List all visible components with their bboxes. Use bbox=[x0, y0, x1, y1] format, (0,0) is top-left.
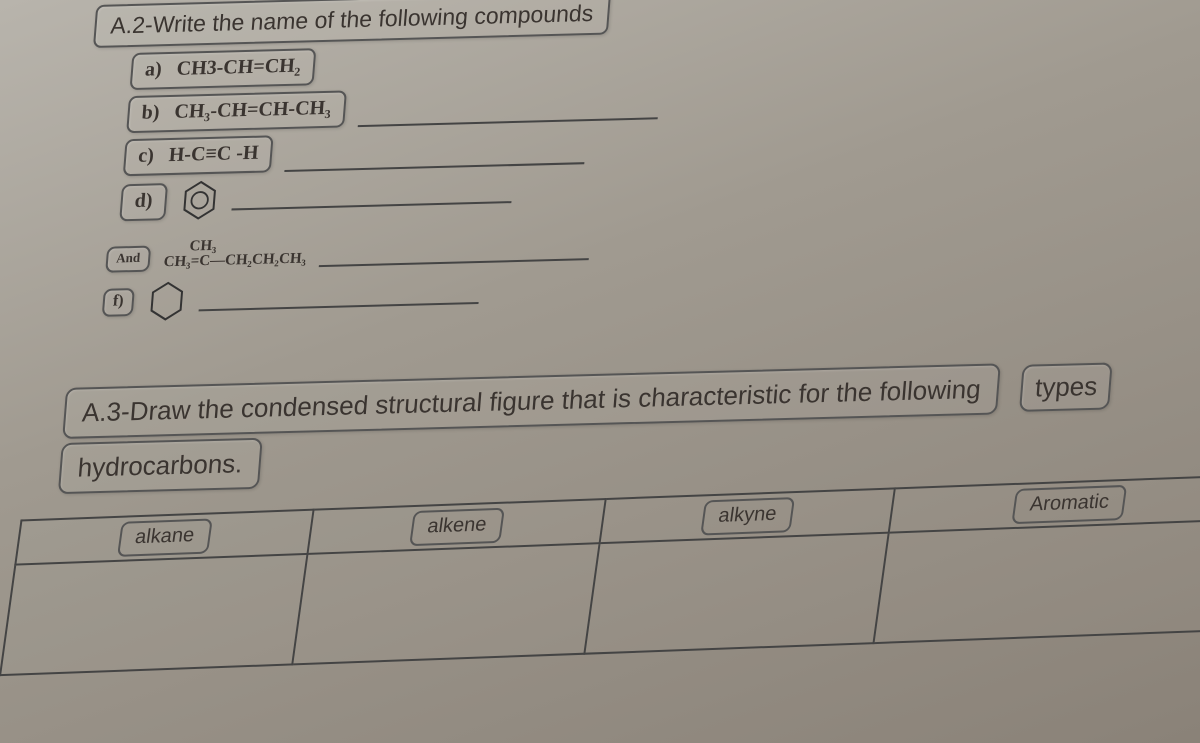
option-a-box: a) CH3-CH=CH₂ bbox=[130, 48, 317, 90]
answer-blank[interactable] bbox=[231, 181, 513, 210]
col-alkene: alkene bbox=[409, 507, 505, 545]
worksheet-page: A.2-Write the name of the following comp… bbox=[44, 0, 1200, 669]
formula-bottom: CH₃=C—CH₂CH₂CH₃ bbox=[163, 250, 307, 271]
option-letter: d) bbox=[134, 189, 154, 212]
option-d-box: d) bbox=[119, 183, 168, 221]
option-b-box: b) CH₃-CH=CH-CH₃ bbox=[126, 90, 346, 133]
option-letter: f) bbox=[112, 292, 124, 309]
option-letter: a) bbox=[144, 58, 162, 80]
answer-cell[interactable] bbox=[0, 554, 308, 675]
option-letter: And bbox=[116, 250, 141, 266]
option-letter: b) bbox=[141, 101, 161, 124]
option-c-box: c) H-C≡C -H bbox=[123, 135, 274, 176]
answer-cell[interactable] bbox=[874, 520, 1200, 644]
option-e-box: And bbox=[105, 246, 151, 273]
option-formula: H-C≡C -H bbox=[168, 142, 259, 166]
option-f-box: f) bbox=[102, 288, 135, 317]
option-formula: CH3-CH=CH₂ bbox=[176, 55, 302, 80]
answer-blank[interactable] bbox=[357, 97, 659, 127]
hexagon-icon bbox=[146, 281, 187, 322]
answer-cell[interactable] bbox=[585, 533, 889, 654]
answer-cell[interactable] bbox=[292, 543, 600, 664]
q2-title: A.2-Write the name of the following comp… bbox=[93, 0, 611, 48]
col-alkyne: alkyne bbox=[700, 497, 795, 535]
option-letter: c) bbox=[137, 144, 154, 166]
q3-sub-box: hydrocarbons. bbox=[58, 438, 263, 494]
branched-formula: CH₃ CH₃=C—CH₂CH₂CH₃ bbox=[163, 235, 308, 271]
q3-table: alkane alkene alkyne Aromatic bbox=[0, 475, 1200, 677]
col-alkane: alkane bbox=[117, 518, 213, 556]
benzene-icon bbox=[179, 180, 220, 221]
q3-types-box: types bbox=[1019, 362, 1113, 412]
answer-blank[interactable] bbox=[285, 142, 587, 172]
option-formula: CH₃-CH=CH-CH₃ bbox=[174, 97, 332, 123]
col-aromatic: Aromatic bbox=[1011, 485, 1127, 524]
answer-blank[interactable] bbox=[198, 282, 480, 311]
answer-blank[interactable] bbox=[319, 238, 591, 267]
